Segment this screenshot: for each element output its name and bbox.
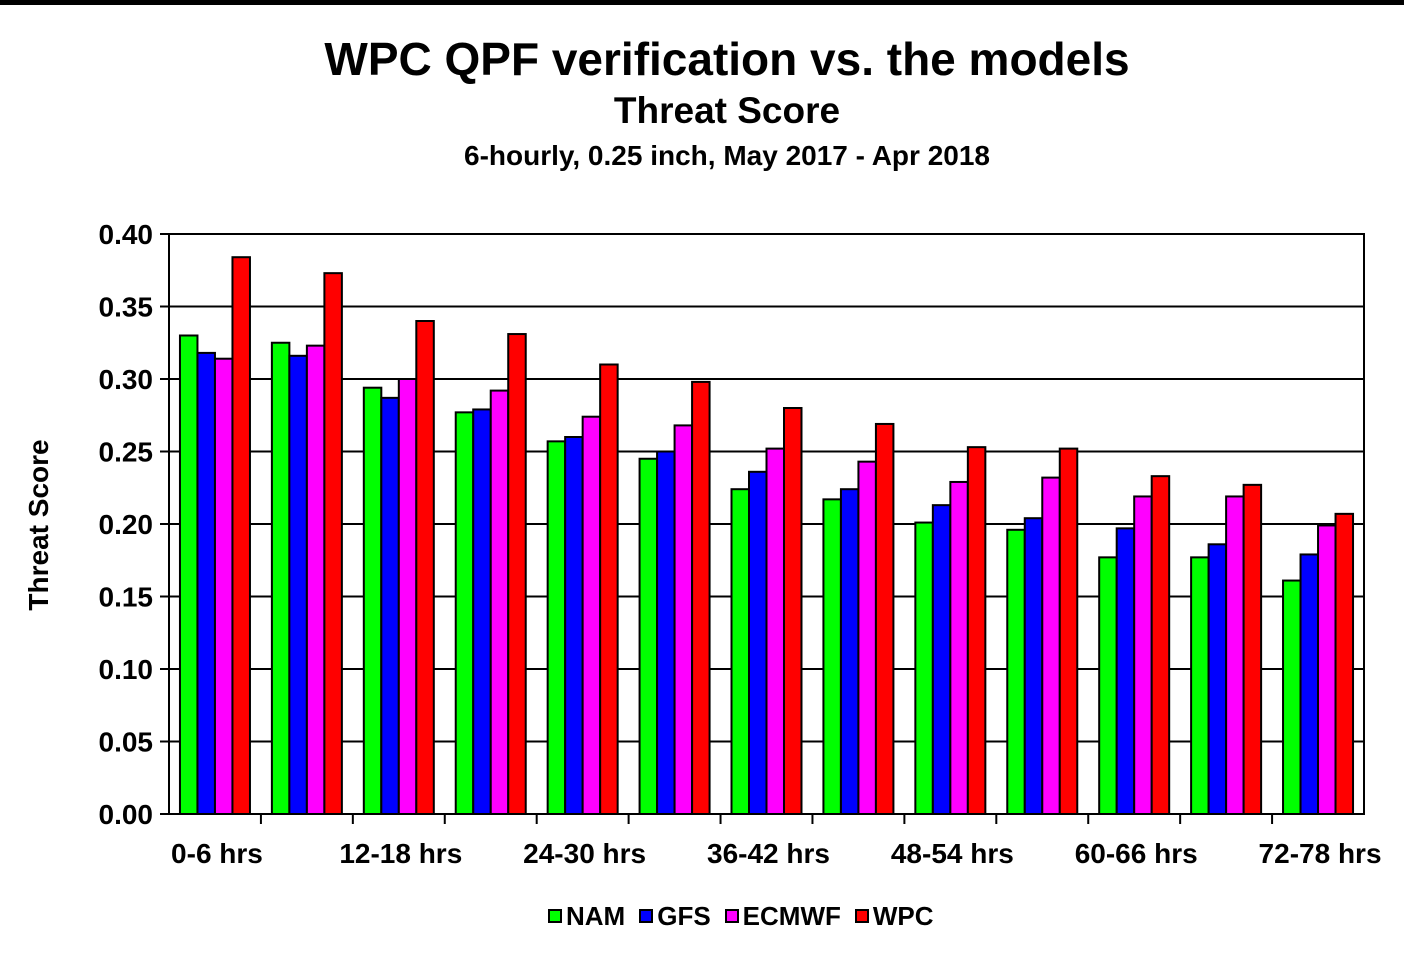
legend-label: WPC xyxy=(872,900,934,931)
x-tick-label: 60-66 hrs xyxy=(1075,838,1198,869)
y-tick-label: 0.30 xyxy=(99,364,154,395)
bar-ecmwf xyxy=(397,378,418,815)
bar-nam xyxy=(546,440,567,815)
legend-item-wpc: WPC xyxy=(854,900,934,932)
bar-gfs xyxy=(196,351,216,815)
bar-wpc xyxy=(966,446,987,815)
legend-label: ECMWF xyxy=(742,900,841,931)
bar-wpc xyxy=(783,407,803,815)
bar-gfs xyxy=(380,396,400,815)
legend-item-gfs: GFS xyxy=(639,900,711,932)
tick-labels: 0.00 0.05 0.10 0.15 0.20 0.25 0.30 0.35 0.40 0-6 … xyxy=(99,219,1382,869)
bar-ecmwf xyxy=(1317,524,1337,815)
chart-subtitle: Threat Score xyxy=(613,90,841,131)
bar-nam xyxy=(1282,579,1302,815)
x-tick-label: 24-30 hrs xyxy=(523,838,646,869)
bar-wpc xyxy=(691,380,711,815)
bar-gfs xyxy=(839,488,860,815)
bar-gfs xyxy=(1207,543,1228,815)
legend-swatch xyxy=(724,909,739,923)
bar-wpc xyxy=(1334,512,1355,815)
y-tick-label: 0.25 xyxy=(99,437,154,468)
y-tick-label: 0.35 xyxy=(99,292,154,323)
bar-ecmwf xyxy=(213,357,234,815)
bar-wpc xyxy=(231,256,251,815)
bar-wpc xyxy=(415,320,435,815)
legend-item-ecmwf: ECMWF xyxy=(724,900,841,932)
x-tick-label: 48-54 hrs xyxy=(891,838,1014,869)
legend-swatch xyxy=(548,909,562,923)
chart-legend: NAM GFS ECMWF WPC xyxy=(548,899,948,933)
y-tick-label: 0.05 xyxy=(99,727,154,758)
bar-gfs xyxy=(288,354,308,815)
legend-swatch xyxy=(854,909,869,923)
bar-ecmwf xyxy=(1225,495,1245,815)
bar-nam xyxy=(822,498,842,815)
bar-gfs xyxy=(931,504,952,815)
plot-border xyxy=(168,233,1365,815)
bar-gfs xyxy=(1115,527,1136,815)
x-tick-label: 0-6 hrs xyxy=(171,838,263,869)
bar-nam xyxy=(178,334,199,815)
bar-wpc xyxy=(1242,483,1263,815)
bar-ecmwf xyxy=(581,415,602,815)
bar-gfs xyxy=(564,436,584,815)
y-axis-label: Threat Score xyxy=(23,439,54,610)
x-tick-label: 36-42 hrs xyxy=(707,838,830,869)
bar-wpc xyxy=(874,422,895,815)
bar-wpc xyxy=(1150,475,1171,815)
legend-swatch xyxy=(639,909,654,923)
legend-label: NAM xyxy=(566,900,626,931)
chart-subtitle-detail: 6-hourly, 0.25 inch, May 2017 - Apr 2018 xyxy=(464,140,990,171)
bar-ecmwf xyxy=(1133,495,1153,815)
bar-ecmwf xyxy=(765,447,785,815)
y-tick-label: 0.15 xyxy=(99,582,154,613)
legend-label: GFS xyxy=(657,900,711,931)
bar-nam xyxy=(362,386,383,815)
bar-gfs xyxy=(1023,517,1044,815)
bar-gfs xyxy=(748,470,768,815)
bar-ecmwf xyxy=(489,389,510,815)
bar-nam xyxy=(1006,528,1026,815)
bar-nam xyxy=(454,411,475,815)
bar-nam xyxy=(730,488,750,815)
x-tick-label: 12-18 hrs xyxy=(339,838,462,869)
bar-gfs xyxy=(472,408,492,815)
bar-nam xyxy=(1190,556,1210,815)
bar-wpc xyxy=(507,333,527,815)
bar-nam xyxy=(638,457,659,815)
bar-gfs xyxy=(656,450,676,815)
y-tick-label: 0.00 xyxy=(99,799,154,830)
top-border xyxy=(0,0,1404,5)
chart-title: WPC QPF verification vs. the models xyxy=(324,33,1130,85)
legend-item-nam: NAM xyxy=(548,901,625,932)
axes xyxy=(160,233,1365,824)
bar-nam xyxy=(1098,556,1118,815)
bar-nam xyxy=(270,341,291,815)
bar-wpc xyxy=(323,272,343,815)
bar-gfs xyxy=(1299,553,1320,815)
bar-ecmwf xyxy=(857,460,877,815)
y-tick-label: 0.40 xyxy=(99,219,154,250)
bar-wpc xyxy=(1058,447,1079,815)
bar-ecmwf xyxy=(305,344,326,815)
bar-ecmwf xyxy=(949,480,969,815)
bar-ecmwf xyxy=(673,424,694,815)
y-tick-label: 0.10 xyxy=(99,654,154,685)
x-tick-label: 72-78 hrs xyxy=(1259,838,1382,869)
bar-nam xyxy=(914,521,934,815)
bar-ecmwf xyxy=(1041,476,1061,815)
bar-wpc xyxy=(599,363,619,815)
y-tick-label: 0.20 xyxy=(99,509,154,540)
